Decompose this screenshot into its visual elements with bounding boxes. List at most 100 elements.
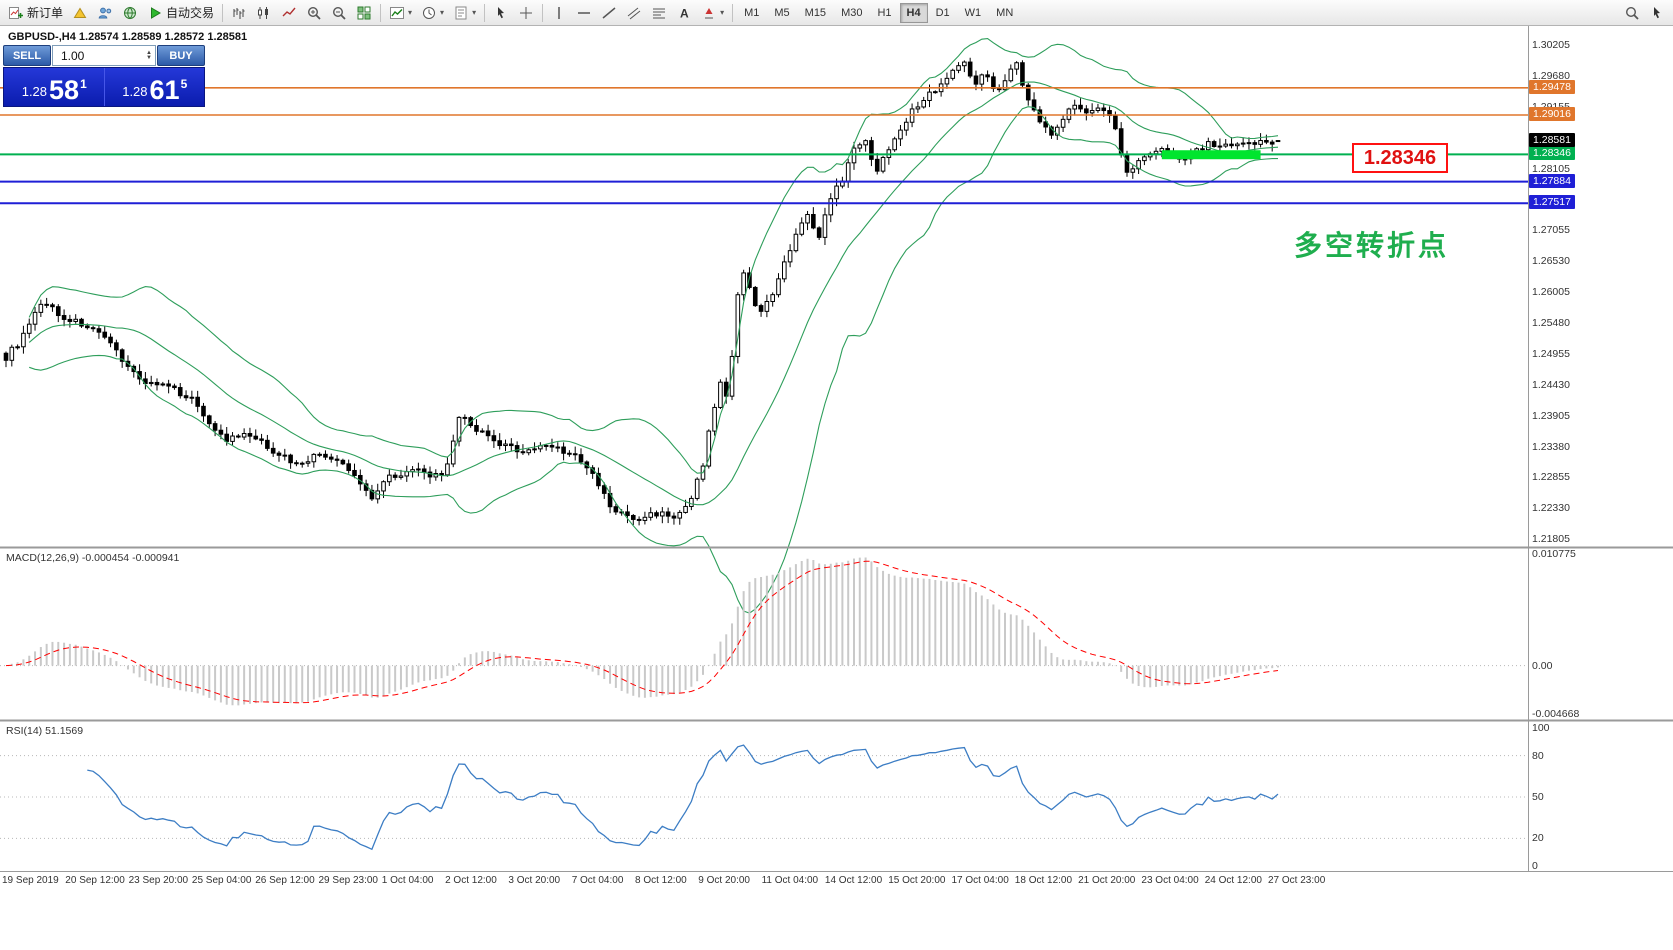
horizontal-line-icon[interactable] (572, 2, 596, 24)
time-axis-label: 3 Oct 20:00 (508, 875, 561, 886)
arrow-objects-icon[interactable]: ▾ (697, 2, 728, 24)
fibonacci-icon (653, 8, 666, 18)
price-axis-label: 1.26005 (1532, 286, 1570, 299)
pivot-annotation-text[interactable]: 多空转折点 (1294, 230, 1450, 261)
volume-field[interactable]: 1.00 ▲ ▼ (52, 45, 156, 66)
accounts-icon[interactable] (93, 2, 117, 24)
templates-icon[interactable]: ▾ (449, 2, 480, 24)
time-axis-label: 23 Sep 20:00 (128, 875, 189, 886)
chart-bars-icon[interactable] (227, 2, 251, 24)
chart-line-icon[interactable] (277, 2, 301, 24)
vertical-line-icon[interactable] (547, 2, 571, 24)
periods-icon (423, 6, 436, 19)
price-line-label: 1.28346 (1529, 146, 1575, 161)
rsi-axis-label: 50 (1532, 791, 1544, 803)
auto-trading-button-label: 自动交易 (166, 6, 215, 20)
price-axis-label: 1.30205 (1532, 39, 1570, 51)
chart-candles-icon[interactable] (252, 2, 276, 24)
channel-icon[interactable] (622, 2, 646, 24)
time-axis-label: 24 Oct 12:00 (1204, 875, 1262, 886)
price-line-label: 1.27884 (1529, 173, 1575, 188)
time-axis[interactable]: 19 Sep 2019 20 Sep 12:00 23 Sep 20:00 25 Se… (0, 872, 1528, 892)
price-line-label: 1.29016 (1529, 106, 1575, 121)
toolbar-separator (222, 3, 224, 22)
chevron-down-icon: ▾ (720, 8, 725, 17)
price-axis[interactable]: 1.302051.296801.291551.281051.270551.265… (1529, 26, 1673, 872)
time-axis-label: 20 Sep 12:00 (65, 875, 125, 886)
volume-stepper[interactable]: ▲ ▼ (146, 49, 152, 61)
price-axis-label: 1.28105 (1532, 162, 1570, 175)
sell-button[interactable]: SELL (3, 45, 51, 66)
search-icon[interactable] (1620, 2, 1644, 24)
tile-windows-icon[interactable] (352, 2, 376, 24)
stepper-down-icon[interactable]: ▼ (146, 54, 152, 61)
rsi-label: RSI(14) 51.1569 (6, 725, 84, 737)
price-axis-label: 1.22330 (1532, 502, 1570, 515)
chevron-down-icon: ▾ (408, 8, 413, 17)
search-icon (1625, 6, 1639, 20)
price-divider (103, 68, 105, 106)
toolbar-separator (542, 3, 544, 22)
timeframe-m1[interactable]: M1 (737, 3, 766, 23)
auto-trading-button[interactable]: 自动交易 (143, 2, 218, 24)
time-axis-label: 2 Oct 12:00 (445, 875, 497, 886)
trendline-icon[interactable] (597, 2, 621, 24)
buy-button[interactable]: BUY (157, 45, 205, 66)
templates-icon (455, 6, 467, 19)
new-order-button[interactable]: 新订单 (4, 2, 67, 24)
time-axis-label: 29 Sep 23:00 (318, 875, 379, 886)
timeframe-h4[interactable]: H4 (899, 2, 928, 23)
metaeditor-icon[interactable] (68, 2, 92, 24)
time-axis-label: 25 Sep 04:00 (191, 875, 252, 886)
help-pointer-icon (1654, 6, 1660, 18)
new-order-button-label: 新订单 (27, 6, 64, 20)
chevron-down-icon: ▾ (472, 8, 477, 17)
stepper-up-icon[interactable]: ▲ (146, 49, 152, 56)
timeframe-m15[interactable]: M15 (798, 3, 833, 23)
buy-price-prefix: 1.28 (122, 84, 148, 99)
crosshair-icon[interactable] (514, 2, 538, 24)
accounts-icon (98, 7, 112, 18)
rsi-axis-label: 100 (1532, 722, 1550, 734)
timeframe-mn[interactable]: MN (989, 3, 1020, 23)
macd-axis-label: 0.010775 (1532, 548, 1576, 560)
time-axis-label: 15 Oct 20:00 (888, 875, 946, 886)
metaeditor-icon (73, 7, 87, 18)
price-axis-label: 1.24955 (1532, 347, 1570, 360)
timeframe-h1[interactable]: H1 (870, 3, 898, 23)
time-axis-label: 19 Sep 2019 (2, 875, 59, 886)
sell-price-big: 58 (49, 75, 80, 105)
market-watch-icon[interactable] (118, 2, 142, 24)
zoom-out-icon (333, 6, 346, 20)
time-axis-label: 14 Oct 12:00 (824, 875, 883, 886)
price-line-label: 1.29478 (1529, 79, 1575, 94)
time-axis-label: 9 Oct 20:00 (698, 875, 750, 886)
timeframe-m30[interactable]: M30 (834, 3, 869, 23)
cursor-icon[interactable] (489, 2, 513, 24)
indicators-icon[interactable]: ▾ (385, 2, 416, 24)
crosshair-icon (520, 6, 533, 19)
price-annotation-box[interactable]: 1.28346 (1352, 143, 1448, 173)
one-click-trading-panel: SELL 1.00 ▲ ▼ BUY 1.28 58 1 1.28 61 5 (3, 45, 205, 107)
chart-bars-icon (233, 7, 245, 19)
timeframe-d1[interactable]: D1 (929, 3, 957, 23)
zoom-in-icon[interactable] (302, 2, 326, 24)
time-axis-label: 1 Oct 04:00 (381, 875, 434, 886)
fibonacci-icon[interactable] (647, 2, 671, 24)
zoom-out-icon[interactable] (327, 2, 351, 24)
help-pointer-icon[interactable] (1645, 2, 1669, 24)
price-axis-label: 1.29680 (1532, 69, 1570, 82)
time-axis-label: 26 Sep 12:00 (255, 875, 315, 886)
macd-axis-label: -0.004668 (1532, 708, 1580, 720)
text-label-icon[interactable]: A (672, 2, 696, 24)
periods-icon[interactable]: ▾ (417, 2, 448, 24)
sell-price[interactable]: 1.28 58 1 (4, 68, 104, 106)
timeframe-w1[interactable]: W1 (958, 3, 989, 23)
new-order-button (9, 6, 23, 19)
buy-price[interactable]: 1.28 61 5 (105, 68, 205, 106)
chart-line-icon (282, 7, 296, 16)
timeframe-m5[interactable]: M5 (767, 3, 796, 23)
time-axis-label: 23 Oct 04:00 (1141, 875, 1199, 886)
price-line-label: 1.27517 (1529, 195, 1575, 210)
